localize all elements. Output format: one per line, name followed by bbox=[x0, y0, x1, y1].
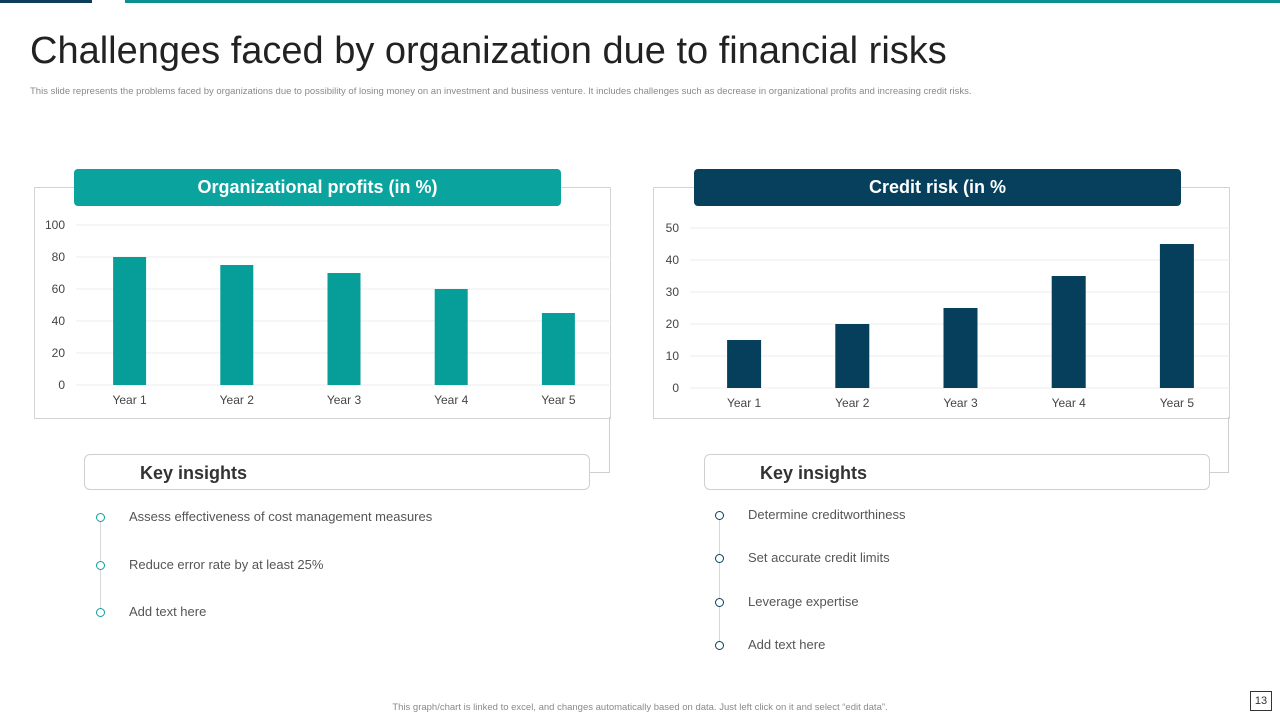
slide-title: Challenges faced by organization due to … bbox=[30, 30, 947, 72]
y-tick-label: 100 bbox=[45, 218, 65, 232]
left-insight-item: Add text here bbox=[129, 604, 207, 619]
x-tick-label: Year 2 bbox=[835, 396, 870, 410]
x-tick-label: Year 3 bbox=[943, 396, 978, 410]
credit-risk-chart-header: Credit risk (in % bbox=[694, 169, 1181, 206]
bar bbox=[727, 340, 762, 388]
y-tick-label: 40 bbox=[52, 314, 66, 328]
x-tick-label: Year 3 bbox=[327, 393, 362, 407]
right-insights-header: Key insights bbox=[704, 454, 1210, 490]
left-insight-item: Assess effectiveness of cost management … bbox=[129, 509, 433, 524]
right-insight-item: Set accurate credit limits bbox=[748, 550, 890, 565]
bullet-icon bbox=[715, 598, 724, 607]
y-tick-label: 0 bbox=[58, 378, 65, 392]
right-connector bbox=[1209, 417, 1229, 473]
bar bbox=[220, 265, 254, 385]
bar bbox=[327, 273, 361, 385]
bar bbox=[1051, 276, 1086, 388]
right-insights-timeline bbox=[719, 515, 720, 645]
x-tick-label: Year 2 bbox=[220, 393, 255, 407]
credit-risk-bar-chart: 0 10 20 30 40 50 Year 1 Year 2 Year 3 Year 4 Year … bbox=[666, 221, 1231, 410]
profits-chart-header: Organizational profits (in %) bbox=[74, 169, 561, 206]
bullet-icon bbox=[715, 554, 724, 563]
y-tick-label: 50 bbox=[666, 221, 680, 235]
y-tick-label: 30 bbox=[666, 285, 680, 299]
y-tick-label: 60 bbox=[52, 282, 66, 296]
right-insight-item: Leverage expertise bbox=[748, 594, 859, 609]
page-number: 13 bbox=[1250, 691, 1272, 711]
bar bbox=[835, 324, 870, 388]
y-tick-label: 10 bbox=[666, 349, 680, 363]
slide-subtitle: This slide represents the problems faced… bbox=[30, 86, 972, 97]
bullet-icon bbox=[96, 608, 105, 617]
left-insights-title: Key insights bbox=[140, 463, 248, 483]
profits-bar-chart: 0 20 40 60 80 100 Year 1 Year 2 Year 3 Year 4 Year… bbox=[45, 218, 612, 407]
y-tick-label: 20 bbox=[666, 317, 680, 331]
right-insights-title: Key insights bbox=[760, 463, 868, 483]
y-tick-label: 80 bbox=[52, 250, 66, 264]
bar bbox=[1159, 244, 1194, 388]
bar bbox=[943, 308, 978, 388]
bullet-icon bbox=[96, 561, 105, 570]
bullet-icon bbox=[715, 641, 724, 650]
right-insight-item: Determine creditworthiness bbox=[748, 507, 906, 522]
x-tick-label: Year 1 bbox=[112, 393, 147, 407]
top-accent-bar-teal bbox=[125, 0, 1280, 3]
bar bbox=[113, 257, 147, 385]
top-accent-bar-dark bbox=[0, 0, 92, 3]
left-insight-item: Reduce error rate by at least 25% bbox=[129, 557, 324, 572]
bar bbox=[434, 289, 468, 385]
left-insights-header: Key insights bbox=[84, 454, 590, 490]
x-tick-label: Year 1 bbox=[727, 396, 762, 410]
bullet-icon bbox=[96, 513, 105, 522]
x-tick-label: Year 5 bbox=[1160, 396, 1195, 410]
left-connector bbox=[589, 417, 610, 473]
y-tick-label: 20 bbox=[52, 346, 66, 360]
y-tick-label: 0 bbox=[672, 381, 679, 395]
bullet-icon bbox=[715, 511, 724, 520]
right-insight-item: Add text here bbox=[748, 637, 826, 652]
x-tick-label: Year 4 bbox=[1052, 396, 1087, 410]
y-tick-label: 40 bbox=[666, 253, 680, 267]
bar bbox=[541, 313, 575, 385]
x-tick-label: Year 5 bbox=[541, 393, 576, 407]
footer-note: This graph/chart is linked to excel, and… bbox=[392, 702, 888, 713]
x-tick-label: Year 4 bbox=[434, 393, 469, 407]
